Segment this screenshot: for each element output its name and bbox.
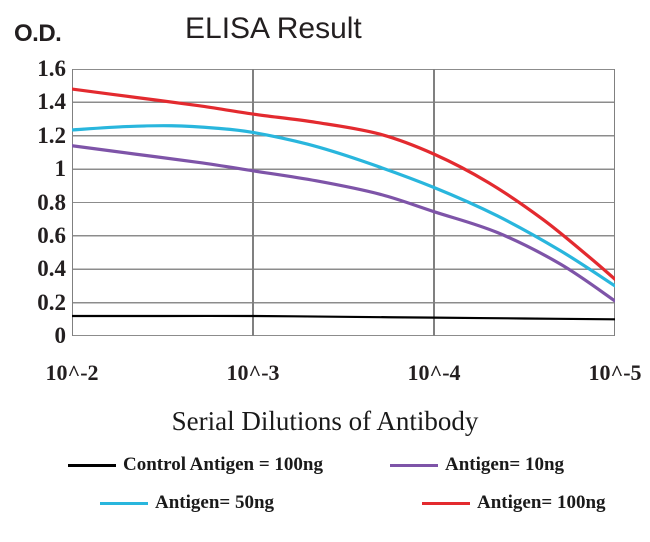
legend-label: Control Antigen = 100ng [123,454,323,475]
x-axis-title: Serial Dilutions of Antibody [171,406,479,436]
x-tick-label: 10^-4 [407,360,461,385]
legend-swatch-icon [422,501,470,505]
x-tick-label: 10^-5 [588,360,642,385]
plot-svg [72,69,615,336]
legend-item[interactable]: Antigen= 100ng [422,492,606,514]
series-line-2 [72,124,615,288]
series-line-0 [72,314,615,321]
y-axis-title: O.D. [14,20,62,47]
y-tick-label: 0.8 [37,189,66,215]
y-tick-label: 1.4 [37,89,66,115]
legend-swatch-icon [390,463,438,467]
legend-label: Antigen= 50ng [155,492,275,513]
legend-label: Antigen= 10ng [445,454,565,475]
legend-swatch-icon [100,501,148,505]
y-tick-label: 1.6 [37,56,66,81]
y-tick-label: 0.2 [37,289,66,315]
legend-item[interactable]: Control Antigen = 100ng [68,454,323,476]
legend-label: Antigen= 100ng [477,492,606,513]
y-axis-tick-labels: 1.6 1.4 1.2 1 0.8 0.6 0.4 0.2 0 [6,0,66,542]
chart-legend: Control Antigen = 100ng Antigen= 10ng Anti… [0,452,650,542]
y-tick-label: 0.6 [37,222,66,248]
series-line-1 [72,144,615,303]
legend-item[interactable]: Antigen= 10ng [390,454,564,476]
x-tick-label: 10^-3 [226,360,280,385]
y-tick-label: 1 [54,156,67,182]
y-tick-label: 0 [54,323,67,348]
series-line-3 [72,87,615,281]
x-tick-label: 10^-2 [45,360,99,385]
gridlines [72,69,615,336]
y-tick-label: 1.2 [37,122,66,148]
series-lines [72,87,615,321]
plot-area [72,69,615,336]
legend-item[interactable]: Antigen= 50ng [100,492,274,514]
chart-title: ELISA Result [185,12,362,45]
legend-swatch-icon [68,463,116,467]
y-tick-label: 0.4 [37,256,66,282]
